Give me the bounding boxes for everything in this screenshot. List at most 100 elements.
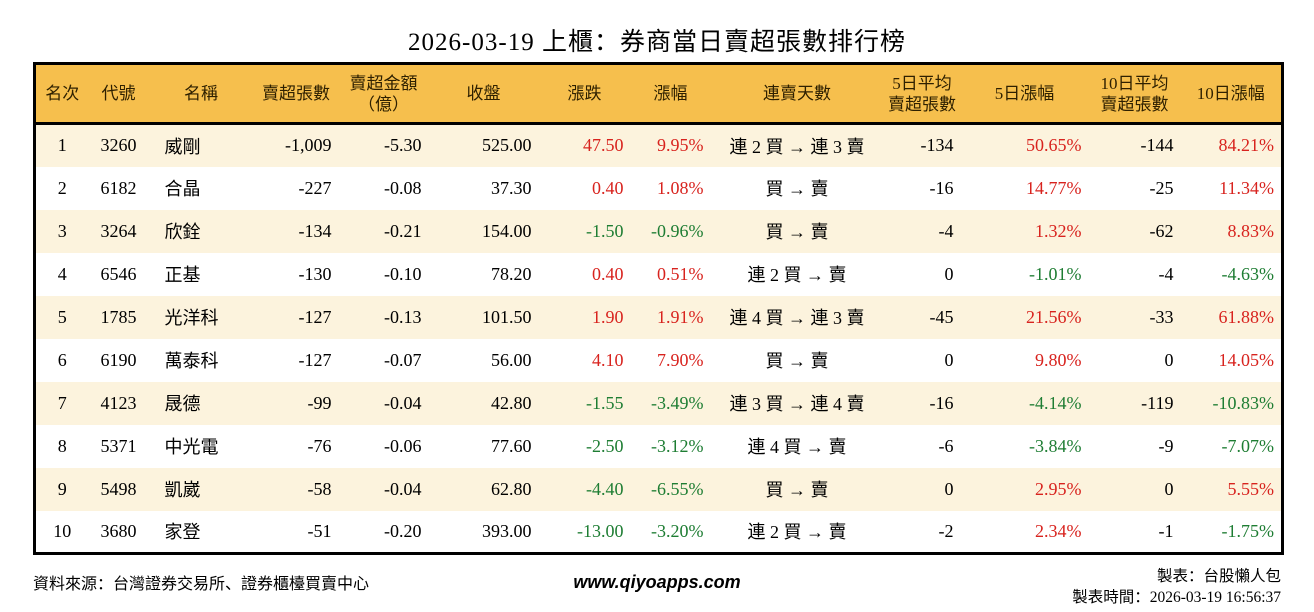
cell-close: 56.00	[491, 349, 532, 370]
cell-pct5: 14.77%	[1026, 177, 1082, 198]
cell-change: 0.40	[592, 263, 624, 284]
cell-avg5: -6	[938, 435, 954, 456]
cell-avg5: -2	[938, 520, 954, 541]
cell-avg10: -33	[1149, 306, 1174, 327]
cell-name: 正基	[164, 265, 201, 285]
cell-sell_vol: -127	[298, 306, 332, 327]
cell-rank: 9	[57, 478, 67, 499]
cell-close: 62.80	[491, 478, 532, 499]
cell-avg5: -16	[929, 392, 954, 413]
cell-pct10: 5.55%	[1227, 478, 1275, 499]
ranking-table: 名次 代號 名稱 賣超張數 賣超金額 （億） 收盤 漲跌 漲幅 連賣天數 5日平均 賣超張數 5日漲幅 1…	[33, 62, 1284, 555]
cell-streak: 買 → 賣	[765, 179, 829, 199]
cell-change_pct: 7.90%	[657, 349, 704, 370]
website-label: www.qiyoapps.com	[573, 572, 741, 592]
cell-name: 中光電	[164, 437, 219, 457]
cell-code: 5371	[100, 435, 137, 456]
cell-streak: 連 3 買 → 連 4 賣	[729, 394, 865, 414]
cell-close: 393.00	[482, 520, 532, 541]
cell-sell_amt: -0.20	[384, 520, 422, 541]
cell-sell_vol: -99	[307, 392, 332, 413]
cell-name: 威剛	[164, 136, 201, 157]
cell-change: -13.00	[577, 520, 624, 541]
maker-block: 製表：台股懶人包 製表時間：2026-03-19 16:56:37	[1072, 566, 1281, 608]
cell-name: 欣銓	[164, 222, 201, 242]
cell-code: 5498	[100, 478, 137, 499]
cell-sell_amt: -0.13	[384, 306, 422, 327]
cell-code: 6190	[100, 349, 137, 370]
table-header-row: 名次 代號 名稱 賣超張數 賣超金額 （億） 收盤 漲跌 漲幅 連賣天數 5日平均 賣超張數 5日漲幅 1…	[35, 64, 1283, 124]
cell-streak: 連 2 買 → 賣	[747, 522, 847, 543]
cell-rank: 8	[57, 435, 67, 456]
cell-pct10: 11.34%	[1219, 177, 1274, 198]
cell-sell_amt: -0.06	[384, 435, 422, 456]
cell-streak: 連 2 買 → 賣	[747, 265, 847, 285]
cell-sell_amt: -0.10	[384, 263, 422, 284]
cell-change_pct: -3.49%	[651, 392, 704, 413]
column-header-change_pct: 漲幅	[653, 84, 688, 103]
table-row: 4 6546 正基 -130 -0.10 78.20 0.40 0.51% 連 2 買 → 賣 0…	[34, 252, 1283, 296]
column-header-code: 代號	[101, 84, 136, 103]
cell-pct5: 1.32%	[1035, 220, 1082, 241]
column-header-name: 名稱	[184, 84, 218, 103]
table-row: 6 6190 萬泰科 -127 -0.07 56.00 4.10 7.90% 買 → 賣 0 9.8…	[34, 338, 1283, 382]
cell-streak: 買 → 賣	[765, 351, 829, 371]
cell-close: 78.20	[491, 263, 532, 284]
cell-pct5: 2.34%	[1035, 520, 1082, 541]
cell-pct5: 50.65%	[1026, 135, 1082, 156]
column-header-sell_amt: 賣超金額 （億）	[349, 73, 418, 114]
cell-change_pct: -3.12%	[651, 435, 704, 456]
cell-rank: 3	[57, 220, 67, 241]
cell-code: 3680	[100, 520, 137, 541]
cell-sell_vol: -127	[298, 349, 332, 370]
cell-close: 101.50	[482, 306, 532, 327]
cell-sell_amt: -0.21	[384, 220, 422, 241]
cell-sell_amt: -0.04	[384, 392, 422, 413]
cell-code: 6182	[100, 177, 137, 198]
cell-sell_vol: -76	[307, 435, 332, 456]
cell-pct10: 8.83%	[1227, 220, 1275, 241]
cell-rank: 4	[57, 263, 67, 284]
cell-avg10: 0	[1164, 349, 1174, 370]
cell-avg10: -119	[1141, 392, 1174, 413]
cell-change: 1.90	[592, 306, 624, 327]
column-header-pct5: 5日漲幅	[994, 84, 1055, 103]
cell-name: 合晶	[164, 179, 201, 199]
cell-pct5: 9.80%	[1035, 349, 1082, 370]
cell-sell_vol: -51	[307, 520, 332, 541]
cell-sell_vol: -58	[307, 478, 332, 499]
column-header-rank: 名次	[45, 84, 80, 103]
cell-code: 1785	[100, 306, 137, 327]
cell-sell_amt: -5.30	[384, 135, 422, 156]
column-header-sell_vol: 賣超張數	[262, 84, 330, 103]
cell-sell_amt: -0.07	[384, 349, 422, 370]
cell-avg5: 0	[944, 263, 954, 284]
column-header-avg5: 5日平均 賣超張數	[888, 73, 956, 114]
cell-change: 47.50	[583, 135, 624, 156]
cell-pct5: -4.14%	[1029, 392, 1082, 413]
cell-rank: 10	[53, 520, 72, 541]
cell-pct10: -4.63%	[1221, 263, 1275, 284]
cell-streak: 買 → 賣	[765, 480, 829, 500]
cell-name: 凱崴	[164, 480, 201, 500]
table-row: 10 3680 家登 -51 -0.20 393.00 -13.00 -3.20% 連 2 買 …	[34, 510, 1283, 554]
cell-avg5: 0	[944, 349, 954, 370]
cell-change: -4.40	[586, 478, 624, 499]
table-row: 2 6182 合晶 -227 -0.08 37.30 0.40 1.08% 買 → 賣 -16 14…	[34, 166, 1283, 210]
cell-pct10: -1.75%	[1221, 520, 1275, 541]
cell-change_pct: -6.55%	[651, 478, 704, 499]
table-row: 1 3260 威剛 -1,009 -5.30 525.00 47.50 9.95% 連 2 買 …	[34, 123, 1283, 167]
cell-change_pct: 9.95%	[657, 135, 704, 156]
cell-name: 光洋科	[164, 308, 219, 328]
cell-name: 家登	[164, 522, 201, 543]
cell-code: 4123	[100, 392, 137, 413]
cell-streak: 買 → 賣	[765, 222, 829, 242]
cell-pct10: -10.83%	[1212, 392, 1275, 413]
cell-rank: 5	[57, 306, 67, 327]
cell-close: 42.80	[491, 392, 532, 413]
cell-streak: 連 4 買 → 連 3 賣	[729, 308, 865, 328]
cell-close: 154.00	[482, 220, 532, 241]
table-row: 3 3264 欣銓 -134 -0.21 154.00 -1.50 -0.96% 買 → 賣 -4…	[34, 209, 1283, 253]
column-header-close: 收盤	[466, 84, 501, 103]
